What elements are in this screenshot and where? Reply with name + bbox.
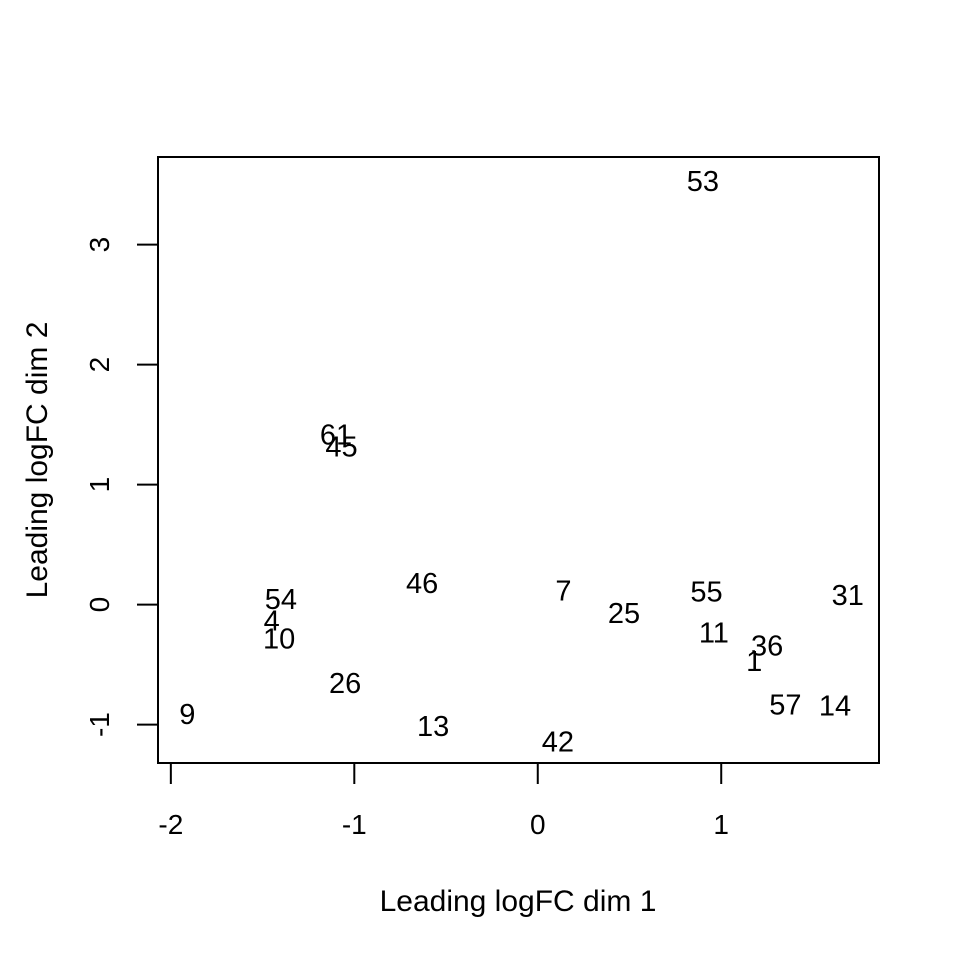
plot-area-frame xyxy=(157,156,880,764)
point-label-14: 14 xyxy=(819,691,851,723)
x-tick-label-2: 0 xyxy=(530,809,546,840)
point-label-53: 53 xyxy=(687,166,719,198)
x-axis-title: Leading logFC dim 1 xyxy=(380,885,657,918)
x-tick-label-1: -1 xyxy=(342,809,367,840)
x-tick-label-0: -2 xyxy=(158,809,183,840)
point-label-11: 11 xyxy=(699,617,729,649)
point-label-42: 42 xyxy=(542,727,574,759)
point-label-9: 9 xyxy=(179,699,195,731)
point-label-4: 4 xyxy=(264,605,280,637)
x-axis-ticks: -2 -1 0 1 xyxy=(158,763,729,840)
y-tick-label-4: 3 xyxy=(84,237,115,253)
point-label-7: 7 xyxy=(555,575,571,607)
x-tick-label-3: 1 xyxy=(713,809,729,840)
y-tick-label-0: -1 xyxy=(84,712,115,737)
point-label-10: 10 xyxy=(263,623,295,655)
point-label-61: 61 xyxy=(320,419,352,451)
y-tick-label-3: 2 xyxy=(84,357,115,373)
point-label-26: 26 xyxy=(329,668,361,700)
point-label-54: 54 xyxy=(265,584,297,616)
point-label-46: 46 xyxy=(406,568,438,600)
point-label-55: 55 xyxy=(690,577,722,609)
point-label-25: 25 xyxy=(608,598,640,630)
point-label-36: 36 xyxy=(751,631,783,663)
y-axis-ticks: -1 0 1 2 3 xyxy=(84,237,158,737)
point-label-13: 13 xyxy=(417,711,449,743)
y-tick-label-2: 1 xyxy=(84,477,115,493)
point-label-1: 1 xyxy=(746,646,762,678)
point-label-57: 57 xyxy=(769,689,801,721)
point-label-45: 45 xyxy=(325,431,357,463)
y-tick-label-1: 0 xyxy=(84,597,115,613)
point-label-31: 31 xyxy=(832,580,864,612)
y-axis-title: Leading logFC dim 2 xyxy=(21,322,54,599)
